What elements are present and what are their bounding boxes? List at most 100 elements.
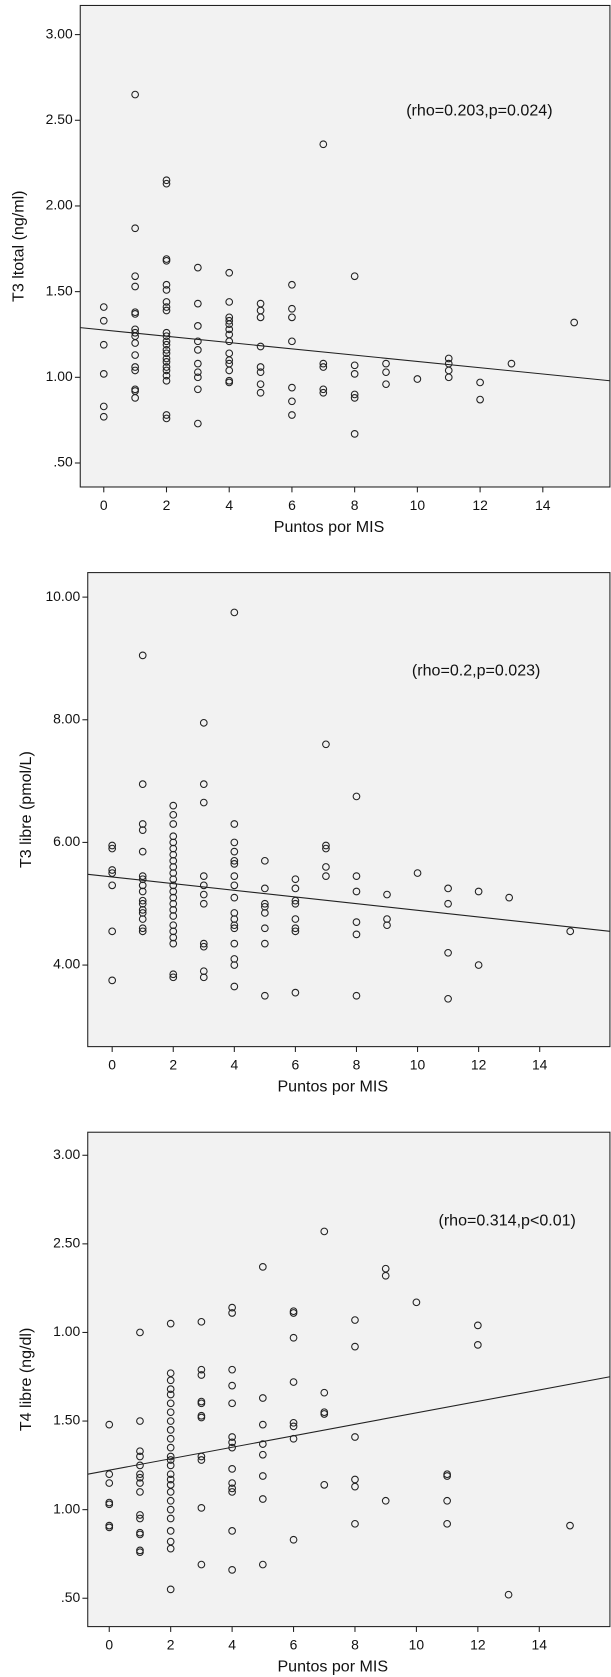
point bbox=[322, 844, 330, 853]
point bbox=[166, 1544, 175, 1553]
point bbox=[288, 383, 296, 392]
x-tick-label: 14 bbox=[532, 1637, 548, 1653]
point bbox=[289, 1378, 298, 1386]
point bbox=[230, 921, 239, 930]
point bbox=[225, 316, 234, 325]
point bbox=[504, 1590, 513, 1599]
point bbox=[444, 373, 453, 382]
point bbox=[228, 1309, 236, 1317]
y-tick-label: 1.00 bbox=[53, 1500, 80, 1516]
y-tick-label: 1.50 bbox=[53, 1412, 80, 1428]
point bbox=[99, 303, 108, 311]
point bbox=[256, 380, 265, 389]
point bbox=[138, 915, 147, 923]
point bbox=[258, 1560, 267, 1569]
point bbox=[288, 411, 296, 419]
point bbox=[320, 1388, 329, 1397]
point bbox=[166, 1385, 175, 1394]
point bbox=[382, 359, 390, 368]
point bbox=[225, 366, 234, 375]
point bbox=[169, 973, 178, 982]
point bbox=[320, 1227, 329, 1236]
point bbox=[199, 881, 208, 890]
point bbox=[225, 268, 234, 277]
point bbox=[162, 286, 171, 294]
point bbox=[322, 872, 330, 880]
point bbox=[289, 1333, 298, 1342]
point bbox=[197, 1317, 206, 1326]
point bbox=[230, 961, 239, 969]
y-tick-label: 6.00 bbox=[53, 833, 80, 849]
point bbox=[136, 1447, 144, 1456]
point bbox=[169, 912, 178, 920]
point bbox=[228, 1303, 236, 1312]
point bbox=[258, 1420, 267, 1429]
point bbox=[166, 1319, 175, 1328]
point bbox=[166, 1505, 175, 1514]
point bbox=[256, 363, 265, 371]
point bbox=[413, 375, 422, 383]
point bbox=[99, 316, 108, 325]
y-axis-title: T3 libre (pmol/L) bbox=[17, 751, 35, 868]
point bbox=[99, 402, 108, 411]
point bbox=[131, 339, 139, 347]
x-tick-label: 14 bbox=[532, 1057, 548, 1073]
point bbox=[136, 1514, 144, 1523]
x-tick-label: 6 bbox=[288, 497, 296, 513]
point bbox=[225, 325, 234, 334]
point bbox=[291, 875, 300, 884]
point bbox=[230, 820, 239, 828]
point bbox=[199, 780, 208, 789]
x-tick-label: 8 bbox=[351, 497, 359, 513]
x-tick-label: 10 bbox=[409, 1637, 425, 1653]
plot-area bbox=[87, 1131, 611, 1628]
point bbox=[169, 820, 178, 828]
y-tick-label: 4.00 bbox=[53, 956, 80, 972]
point bbox=[166, 1390, 175, 1399]
point bbox=[351, 1342, 359, 1351]
x-tick-label: 2 bbox=[167, 1637, 175, 1653]
point bbox=[136, 1548, 144, 1557]
point bbox=[382, 380, 390, 389]
point bbox=[319, 388, 328, 397]
point bbox=[169, 939, 178, 948]
point bbox=[166, 1488, 175, 1496]
point bbox=[351, 1519, 359, 1528]
annotation: (rho=0.2,p=0.023) bbox=[412, 661, 540, 679]
point bbox=[258, 1440, 267, 1448]
point bbox=[352, 918, 361, 926]
point bbox=[258, 1495, 267, 1503]
point bbox=[350, 370, 359, 378]
point bbox=[166, 1434, 175, 1443]
point bbox=[138, 847, 147, 856]
point bbox=[228, 1365, 236, 1374]
point bbox=[505, 893, 514, 902]
point bbox=[166, 1475, 175, 1484]
point bbox=[166, 1443, 175, 1452]
point bbox=[194, 263, 202, 272]
point bbox=[166, 1461, 175, 1470]
point bbox=[105, 1500, 114, 1509]
point bbox=[230, 872, 239, 880]
point bbox=[194, 337, 202, 346]
point bbox=[199, 718, 208, 727]
point bbox=[194, 346, 202, 354]
point bbox=[108, 844, 117, 853]
point bbox=[166, 1376, 175, 1385]
point bbox=[108, 881, 117, 890]
point bbox=[138, 826, 147, 835]
point bbox=[197, 1560, 206, 1569]
point bbox=[228, 1465, 236, 1473]
point bbox=[350, 390, 359, 399]
point bbox=[162, 411, 171, 419]
point bbox=[261, 856, 269, 865]
point bbox=[230, 847, 239, 856]
point bbox=[256, 313, 265, 322]
point bbox=[136, 1470, 144, 1479]
point bbox=[288, 313, 296, 322]
point bbox=[166, 1527, 175, 1535]
point bbox=[230, 856, 239, 865]
point bbox=[166, 1399, 175, 1408]
point bbox=[230, 982, 239, 991]
point bbox=[381, 1496, 390, 1505]
